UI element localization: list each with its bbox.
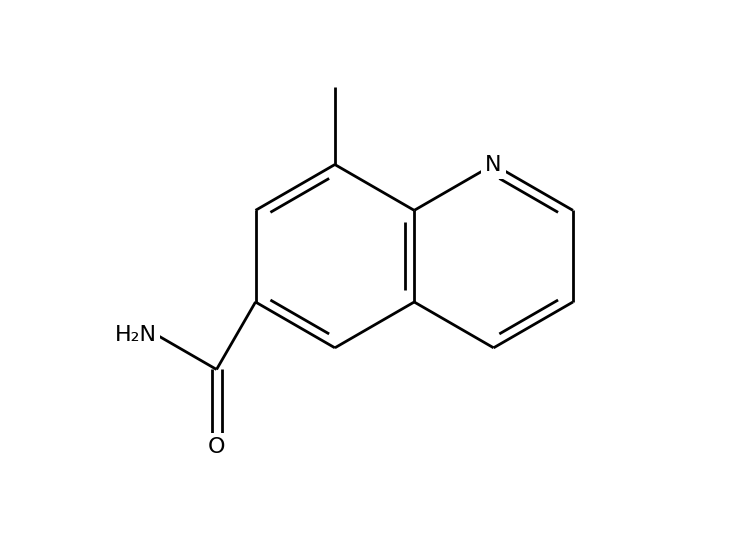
Text: O: O [208,437,226,457]
Text: H₂N: H₂N [115,325,157,345]
Text: N: N [485,154,502,175]
